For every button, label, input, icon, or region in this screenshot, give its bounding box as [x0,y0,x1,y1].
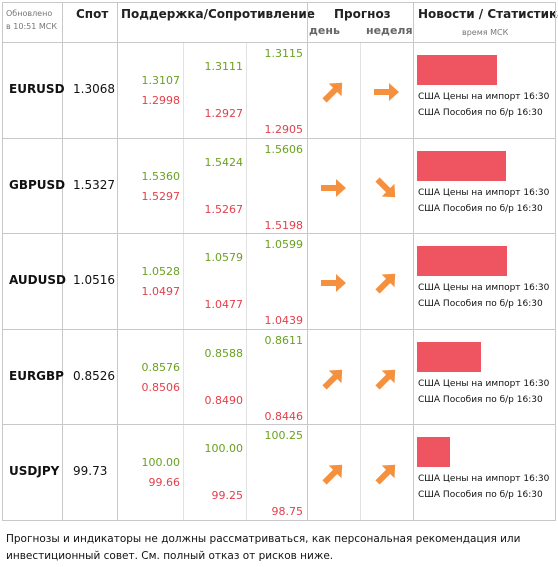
table-line [2,520,556,521]
spot: 0.8526 [73,368,115,383]
pair: AUDUSD [9,273,66,288]
week-arrow [371,268,401,302]
resistance: 1.0579 [204,251,244,265]
resistance: 1.3115 [264,47,304,60]
news-item: США Пособия по б/р 16:30 [418,490,543,501]
pair: EURGBP [9,368,64,383]
news-item: США Цены на импорт 16:30 [418,283,550,294]
forecast-header: Прогноз [334,7,391,21]
news-item: США Пособия по б/р 16:30 [418,108,543,118]
resistance: 100.00 [204,442,244,456]
day-arrow [318,173,348,207]
pair: EURUSD [9,82,65,96]
support: 1.2927 [204,107,244,120]
news-time: время МСК [462,28,509,37]
support: 99.66 [148,476,181,490]
day-arrow [318,268,348,302]
column-line [117,2,118,520]
pair: USDJPY [9,464,60,479]
support: 1.5297 [141,189,181,203]
week-arrow [371,77,401,111]
impact-bar [417,341,481,372]
column-line [2,2,3,520]
news-item: США Пособия по б/р 16:30 [418,394,543,405]
day-arrow [318,364,348,398]
resistance: 1.0528 [141,265,181,279]
news-item: США Цены на импорт 16:30 [418,378,550,389]
resistance: 0.8588 [204,346,244,360]
spot-header: Спот [76,7,109,21]
news-item: США Цены на импорт 16:30 [418,92,550,102]
support: 0.8490 [204,393,244,407]
week-arrow [371,459,401,493]
sub-column-line [183,42,184,520]
column-line [307,2,308,520]
week-arrow [371,173,401,207]
impact-bar [417,246,507,277]
sub-column-line [360,42,361,520]
impact-bar [417,55,497,85]
week-arrow [371,364,401,398]
row-line [2,233,556,234]
spot: 99.73 [73,464,108,479]
support: 1.2905 [264,123,304,136]
resistance: 1.5424 [204,155,244,169]
news-item: США Цены на импорт 16:30 [418,187,550,198]
impact-bar [417,150,506,181]
column-line [413,2,414,520]
news-header: Новости / Статистика [418,7,558,21]
resistance: 100.25 [264,429,304,443]
support: 98.75 [271,505,304,519]
day-header: день [309,24,340,37]
news-item: США Пособия по б/р 16:30 [418,203,543,214]
day-arrow [318,77,348,111]
support: 0.8506 [141,380,181,394]
day-arrow [318,459,348,493]
pair: GBPUSD [9,177,66,192]
support: 1.0497 [141,285,181,299]
resistance: 1.0599 [264,238,304,252]
news-item: США Цены на импорт 16:30 [418,474,550,485]
week-header: неделя [366,24,413,37]
support: 1.0439 [264,314,304,328]
column-line [62,2,63,520]
support: 99.25 [211,489,244,503]
support: 1.2998 [141,94,181,107]
spot: 1.3068 [73,82,115,96]
resistance: 0.8576 [141,360,181,374]
resistance: 0.8611 [264,333,304,347]
support: 1.0477 [204,298,244,312]
column-line [555,2,556,520]
sub-column-line [246,42,247,520]
spot: 1.5327 [73,177,115,192]
row-line [2,138,556,139]
impact-bar [417,437,450,468]
support: 1.5198 [264,218,304,232]
row-line [2,424,556,425]
resistance: 1.5360 [141,169,181,183]
updated-label: Обновлено [6,9,53,18]
news-item: США Пособия по б/р 16:30 [418,299,543,310]
row-line [2,42,556,43]
support: 1.5267 [204,202,244,216]
support: 0.8446 [264,409,304,423]
resistance: 1.3111 [204,60,244,73]
resistance: 1.3107 [141,74,181,87]
row-line [2,329,556,330]
updated-time: в 10:51 МСК [6,22,58,31]
levels-header: Поддержка/Сопротивление [121,7,315,21]
disclaimer: Прогнозы и индикаторы не должны рассматр… [6,533,521,562]
spot: 1.0516 [73,273,115,288]
table-line [2,2,556,3]
resistance: 100.00 [141,456,181,470]
resistance: 1.5606 [264,142,304,156]
